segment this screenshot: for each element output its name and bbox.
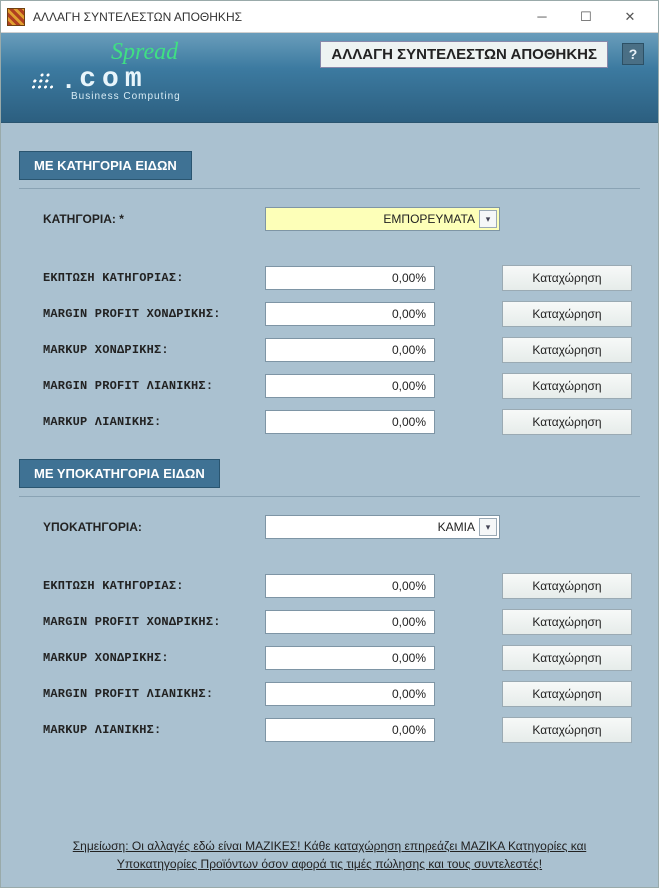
minimize-button[interactable]: ─	[520, 3, 564, 31]
field-label: ΕΚΠΤΩΣΗ ΚΑΤΗΓΟΡΙΑΣ:	[43, 579, 253, 593]
s1-row-3: MARGIN PROFIT ΛΙΑΝΙΚΗΣ: 0,00% Καταχώρηση	[43, 373, 640, 399]
brand-logo: Spread . com Business Computing	[31, 43, 181, 102]
grid-icon	[29, 69, 62, 91]
category-select[interactable]: ΕΜΠΟΡΕΥΜΑΤΑ ▾	[265, 207, 500, 231]
percent-input[interactable]: 0,00%	[265, 266, 435, 290]
brand-spread: Spread	[111, 39, 261, 66]
footer-note: Σημείωση: Οι αλλαγές εδώ είναι ΜΑΖΙΚΕΣ! …	[1, 834, 658, 887]
s2-row-3: MARGIN PROFIT ΛΙΑΝΙΚΗΣ: 0,00% Καταχώρηση	[43, 681, 640, 707]
footer-line2: Υποκατηγορίες Προϊόντων όσον αφορά τις τ…	[117, 857, 542, 871]
window-buttons: ─ ☐ ✕	[520, 3, 652, 31]
subcategory-select-value: KAMIA	[272, 520, 479, 534]
submit-button[interactable]: Καταχώρηση	[502, 717, 632, 743]
field-label: MARGIN PROFIT ΛΙΑΝΙΚΗΣ:	[43, 379, 253, 393]
percent-input[interactable]: 0,00%	[265, 338, 435, 362]
field-label: MARKUP ΛΙΑΝΙΚΗΣ:	[43, 723, 253, 737]
s1-row-4: MARKUP ΛΙΑΝΙΚΗΣ: 0,00% Καταχώρηση	[43, 409, 640, 435]
field-label: MARKUP ΧΟΝΔΡΙΚΗΣ:	[43, 343, 253, 357]
help-button[interactable]: ?	[622, 43, 644, 65]
percent-input[interactable]: 0,00%	[265, 410, 435, 434]
chevron-down-icon: ▾	[479, 518, 497, 536]
submit-button[interactable]: Καταχώρηση	[502, 681, 632, 707]
divider	[19, 496, 640, 497]
submit-button[interactable]: Καταχώρηση	[502, 609, 632, 635]
percent-input[interactable]: 0,00%	[265, 682, 435, 706]
chevron-down-icon: ▾	[479, 210, 497, 228]
percent-input[interactable]: 0,00%	[265, 718, 435, 742]
submit-button[interactable]: Καταχώρηση	[502, 337, 632, 363]
subcategory-selector-row: ΥΠΟΚΑΤΗΓΟΡΙΑ: KAMIA ▾	[43, 515, 640, 539]
section2-header: ΜΕ ΥΠΟΚΑΤΗΓΟΡΙΑ ΕΙΔΩΝ	[19, 459, 220, 488]
percent-input[interactable]: 0,00%	[265, 646, 435, 670]
close-button[interactable]: ✕	[608, 3, 652, 31]
submit-button[interactable]: Καταχώρηση	[502, 573, 632, 599]
percent-input[interactable]: 0,00%	[265, 610, 435, 634]
category-selector-row: ΚΑΤΗΓΟΡΙΑ: * ΕΜΠΟΡΕΥΜΑΤΑ ▾	[43, 207, 640, 231]
s2-row-2: MARKUP ΧΟΝΔΡΙΚΗΣ: 0,00% Καταχώρηση	[43, 645, 640, 671]
field-label: MARGIN PROFIT ΛΙΑΝΙΚΗΣ:	[43, 687, 253, 701]
s1-row-1: MARGIN PROFIT ΧΟΝΔΡΙΚΗΣ: 0,00% Καταχώρησ…	[43, 301, 640, 327]
submit-button[interactable]: Καταχώρηση	[502, 645, 632, 671]
percent-input[interactable]: 0,00%	[265, 302, 435, 326]
category-label: ΚΑΤΗΓΟΡΙΑ: *	[43, 212, 253, 226]
header-band: Spread . com Business Computing ΑΛΛΑΓΗ Σ…	[1, 33, 658, 123]
field-label: MARKUP ΛΙΑΝΙΚΗΣ:	[43, 415, 253, 429]
section1-header: ΜΕ ΚΑΤΗΓΟΡΙΑ ΕΙΔΩΝ	[19, 151, 192, 180]
divider	[19, 188, 640, 189]
brand-subtitle: Business Computing	[71, 91, 181, 102]
s2-row-1: MARGIN PROFIT ΧΟΝΔΡΙΚΗΣ: 0,00% Καταχώρησ…	[43, 609, 640, 635]
percent-input[interactable]: 0,00%	[265, 574, 435, 598]
category-select-value: ΕΜΠΟΡΕΥΜΑΤΑ	[272, 212, 479, 226]
s2-row-4: MARKUP ΛΙΑΝΙΚΗΣ: 0,00% Καταχώρηση	[43, 717, 640, 743]
field-label: MARKUP ΧΟΝΔΡΙΚΗΣ:	[43, 651, 253, 665]
footer-line1: Σημείωση: Οι αλλαγές εδώ είναι ΜΑΖΙΚΕΣ! …	[73, 839, 587, 853]
s1-row-0: ΕΚΠΤΩΣΗ ΚΑΤΗΓΟΡΙΑΣ: 0,00% Καταχώρηση	[43, 265, 640, 291]
app-window: ΑΛΛΑΓΗ ΣΥΝΤΕΛΕΣΤΩΝ ΑΠΟΘΗΚΗΣ ─ ☐ ✕ Spread…	[0, 0, 659, 888]
field-label: MARGIN PROFIT ΧΟΝΔΡΙΚΗΣ:	[43, 615, 253, 629]
window-title: ΑΛΛΑΓΗ ΣΥΝΤΕΛΕΣΤΩΝ ΑΠΟΘΗΚΗΣ	[33, 10, 520, 24]
s2-row-0: ΕΚΠΤΩΣΗ ΚΑΤΗΓΟΡΙΑΣ: 0,00% Καταχώρηση	[43, 573, 640, 599]
content-area: ΜΕ ΚΑΤΗΓΟΡΙΑ ΕΙΔΩΝ ΚΑΤΗΓΟΡΙΑ: * ΕΜΠΟΡΕΥΜ…	[1, 123, 658, 834]
maximize-button[interactable]: ☐	[564, 3, 608, 31]
subcategory-select[interactable]: KAMIA ▾	[265, 515, 500, 539]
page-title: ΑΛΛΑΓΗ ΣΥΝΤΕΛΕΣΤΩΝ ΑΠΟΘΗΚΗΣ	[320, 41, 608, 68]
submit-button[interactable]: Καταχώρηση	[502, 265, 632, 291]
submit-button[interactable]: Καταχώρηση	[502, 409, 632, 435]
app-icon	[7, 8, 25, 26]
submit-button[interactable]: Καταχώρηση	[502, 373, 632, 399]
titlebar: ΑΛΛΑΓΗ ΣΥΝΤΕΛΕΣΤΩΝ ΑΠΟΘΗΚΗΣ ─ ☐ ✕	[1, 1, 658, 33]
s1-row-2: MARKUP ΧΟΝΔΡΙΚΗΣ: 0,00% Καταχώρηση	[43, 337, 640, 363]
field-label: ΕΚΠΤΩΣΗ ΚΑΤΗΓΟΡΙΑΣ:	[43, 271, 253, 285]
submit-button[interactable]: Καταχώρηση	[502, 301, 632, 327]
field-label: MARGIN PROFIT ΧΟΝΔΡΙΚΗΣ:	[43, 307, 253, 321]
percent-input[interactable]: 0,00%	[265, 374, 435, 398]
subcategory-label: ΥΠΟΚΑΤΗΓΟΡΙΑ:	[43, 520, 253, 534]
